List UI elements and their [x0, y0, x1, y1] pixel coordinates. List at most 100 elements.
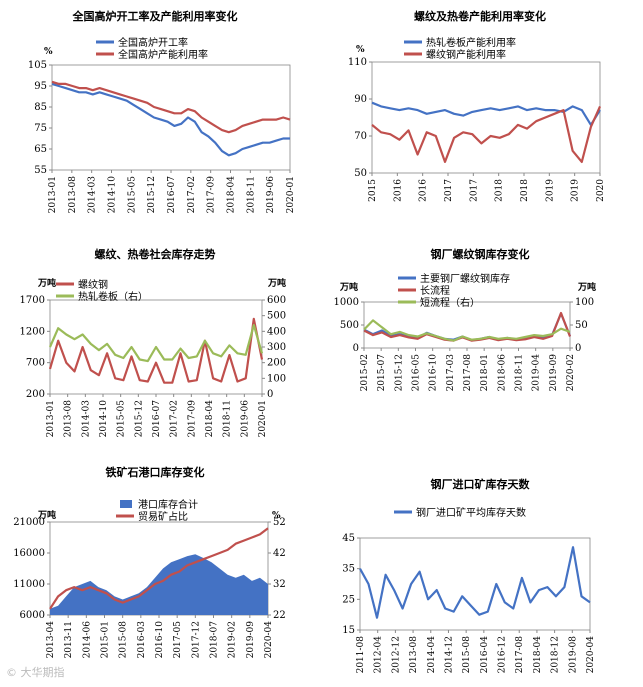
- chart-svg: 0 500 1000 0 50 100 万吨 万吨 2015-02 2015-07 2015-12 2…: [334, 272, 596, 392]
- legend-label: 贸易矿占比: [138, 510, 188, 523]
- y-tick-label: 11000: [13, 579, 45, 590]
- chart-title: 全国高炉开工率及产能利用率变化: [72, 10, 238, 23]
- x-tick-label: 2016: [393, 179, 403, 202]
- series-line: [363, 319, 571, 342]
- x-tick-label: 2014-03: [88, 176, 98, 214]
- x-tick-label: 2018: [520, 179, 530, 202]
- x-tick-label: 2011-08: [356, 636, 366, 674]
- plot-frame: [51, 64, 291, 171]
- chart-svg: 55 65 75 85 95 105% 2013-01 2013-08 2014-03 2014-…: [28, 36, 296, 214]
- x-tick-label: 2015-01: [101, 621, 111, 658]
- y2-tick-label: 400: [267, 326, 286, 337]
- chart-blast-furnace: 全国高炉开工率及产能利用率变化 55 65 75 85 95 105% 2013-01 201…: [0, 0, 310, 230]
- x-tick-label: 2019-02: [228, 621, 238, 658]
- y-unit-label: 万吨: [37, 277, 56, 289]
- y-tick-label: 500: [340, 320, 359, 331]
- y2-tick-label: 22: [273, 610, 286, 621]
- x-tick-label: 2015-12: [134, 400, 144, 437]
- x-tick-label: 2016-10: [155, 621, 165, 659]
- y2-tick-label: 0: [267, 389, 273, 400]
- chart-social-inventory: 螺纹、热卷社会库存走势 200 700 1200 1700 0 100 200 300 400 5…: [0, 238, 310, 453]
- legend-label: 钢厂进口矿平均库存天数: [416, 506, 526, 519]
- y-tick-label: 6000: [20, 610, 45, 621]
- x-tick-label: 2016-07: [167, 176, 177, 214]
- x-tick-label: 2019-09: [549, 354, 559, 392]
- x-tick-label: 2015-08: [119, 621, 129, 659]
- x-tick-label: 2017-02: [170, 400, 180, 437]
- y2-unit-label: %: [272, 511, 281, 521]
- x-tick-label: 2018-07: [210, 621, 220, 659]
- x-tick-label: 2017-08: [515, 636, 525, 674]
- x-tick-label: 2017-03: [446, 354, 456, 392]
- plot-frame: [359, 537, 591, 631]
- chart-title: 螺纹及热卷产能利用率变化: [414, 10, 546, 23]
- legend-swatch: [120, 500, 132, 508]
- x-tick-label: 2013-11: [64, 621, 74, 658]
- x-tick-label: 2014-03: [81, 400, 91, 438]
- y2-tick-label: 100: [575, 297, 594, 308]
- x-tick-label: 2019-09: [246, 621, 256, 659]
- y-tick-label: 85: [34, 102, 47, 113]
- chart-svg: 50 70 90 110% 2015 2016 2016 2017 2017 2018 2018 20…: [348, 36, 606, 202]
- x-tick-label: 2017-12: [191, 621, 201, 658]
- x-tick-label: 2017: [469, 179, 479, 202]
- x-tick-label: 2019-06: [240, 400, 250, 438]
- x-tick-label: 2020-01: [258, 400, 268, 437]
- series-line: [48, 317, 264, 384]
- legend-label: 螺纹钢产能利用率: [426, 48, 506, 61]
- x-tick-label: 2015-02: [360, 354, 370, 391]
- y2-tick-label: 600: [267, 295, 286, 306]
- series-line: [371, 105, 602, 163]
- x-tick-label: 2019: [571, 179, 581, 202]
- y-tick-label: 1700: [20, 295, 45, 306]
- y-tick-label: 90: [354, 94, 367, 105]
- x-tick-label: 2020-04: [264, 621, 274, 659]
- y-unit-label: %: [356, 45, 365, 55]
- y-tick-label: 1000: [334, 297, 359, 308]
- x-tick-label: 2020: [596, 179, 606, 202]
- chart-title: 钢厂进口矿库存天数: [430, 478, 530, 491]
- x-tick-label: 2014-04: [427, 636, 437, 674]
- y2-tick-label: 200: [267, 358, 286, 369]
- legend-label: 长流程: [420, 284, 450, 297]
- series-line: [51, 80, 291, 134]
- x-tick-label: 2013-08: [68, 176, 78, 214]
- series-line: [359, 546, 591, 619]
- y-tick-label: 0: [353, 343, 359, 354]
- x-tick-label: 2013-08: [409, 636, 419, 674]
- x-tick-label: 2017-09: [207, 176, 217, 214]
- x-tick-label: 2015-08: [462, 636, 472, 674]
- x-tick-label: 2020-04: [586, 636, 596, 674]
- chart-iron-ore-port-inventory: 铁矿石港口库存变化 6000 11000 16000 21000 22 32 42 52 万吨%…: [0, 460, 310, 660]
- chart-svg: 200 700 1200 1700 0 100 200 300 400 500 600 万吨 万吨 201…: [20, 277, 287, 438]
- x-tick-label: 2020-02: [566, 354, 576, 391]
- series-line: [51, 82, 290, 157]
- x-tick-label: 2019-06: [266, 176, 276, 214]
- y2-tick-label: 300: [267, 342, 286, 353]
- x-tick-label: 2016-04: [480, 636, 490, 674]
- x-tick-label: 2016-10: [429, 354, 439, 392]
- series-line: [49, 527, 269, 610]
- x-tick-label: 2015-07: [377, 354, 387, 392]
- x-tick-label: 2018-04: [227, 176, 237, 214]
- y2-tick-label: 52: [273, 517, 286, 528]
- x-tick-label: 2012-12: [391, 636, 401, 673]
- y-tick-label: 75: [34, 123, 47, 134]
- series-area: [50, 554, 268, 615]
- y-unit-label: 万吨: [339, 281, 358, 293]
- y-tick-label: 110: [348, 57, 367, 68]
- x-tick-label: 2016-05: [412, 354, 422, 392]
- x-tick-label: 2014-06: [82, 621, 92, 659]
- x-tick-label: 2019-04: [532, 354, 542, 392]
- series-line: [48, 323, 264, 363]
- x-tick-label: 2013-01: [46, 400, 56, 437]
- x-tick-label: 2015-05: [127, 176, 137, 214]
- chart-svg: 15 25 35 45 2011-08 2012-04 2012-12 2013-08 2014…: [342, 506, 596, 674]
- x-tick-label: 2016: [419, 179, 429, 202]
- x-tick-label: 2016-07: [152, 400, 162, 438]
- x-tick-label: 2015-12: [394, 354, 404, 391]
- chart-title: 钢厂螺纹钢库存变化: [430, 248, 530, 261]
- y-tick-label: 45: [342, 533, 355, 544]
- y-tick-label: 50: [354, 168, 367, 179]
